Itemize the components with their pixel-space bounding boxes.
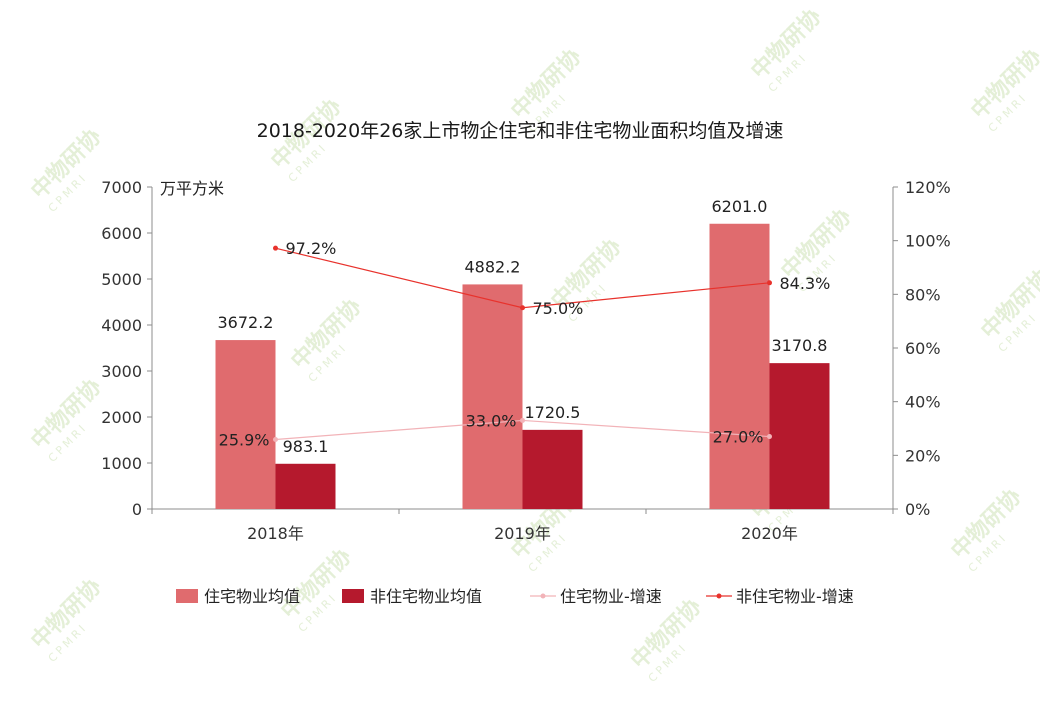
line-point-s0-2 [767,434,772,440]
line-label-s0-1: 33.0% [466,411,517,430]
y-tick-label-7: 7000 [101,178,142,197]
y-tick-label-5: 5000 [101,270,142,289]
y-tick-label-6: 6000 [101,224,142,243]
bar-label-s1-0: 983.1 [283,437,329,456]
bar-s0-1 [462,284,523,509]
bar-label-s0-1: 4882.2 [465,257,521,276]
y-tick-label-4: 4000 [101,316,142,335]
bar-label-s1-1: 1720.5 [525,403,581,422]
legend-marker-3 [716,593,722,599]
bar-s1-1 [522,429,583,509]
legend-label-2: 住宅物业-增速 [560,587,662,606]
y2-tick-label-2: 40% [905,393,941,412]
legend-label-3: 非住宅物业-增速 [736,587,854,606]
legend-marker-2 [540,593,546,599]
y2-tick-label-0: 0% [905,500,930,519]
legend-swatch-0 [176,589,198,603]
line-point-s1-1 [520,305,525,311]
bar-label-s1-2: 3170.8 [772,336,828,355]
y2-tick-label-6: 120% [905,178,951,197]
bars-layer [215,223,830,509]
line-label-s1-0: 97.2% [286,239,337,258]
line-point-s1-0 [273,245,278,251]
chart-title: 2018-2020年26家上市物企住宅和非住宅物业面积均值及增速 [257,120,784,142]
y-axis-unit-label: 万平方米 [160,179,224,198]
legend-swatch-1 [342,589,364,603]
line-point-s0-0 [273,437,278,443]
y-tick-label-3: 3000 [101,362,142,381]
bar-s1-0 [275,463,336,509]
bar-label-s0-2: 6201.0 [712,197,768,216]
x-tick-label-2: 2020年 [741,524,798,543]
y2-tick-label-1: 20% [905,446,941,465]
line-point-s0-1 [520,417,525,423]
y-tick-label-2: 2000 [101,408,142,427]
bar-s0-0 [215,340,276,509]
y-tick-label-0: 0 [132,500,142,519]
line-label-s1-2: 84.3% [780,274,831,293]
legend-label-0: 住宅物业均值 [204,587,300,606]
x-tick-label-0: 2018年 [247,524,304,543]
line-point-s1-2 [767,280,772,286]
line-label-s0-2: 27.0% [713,428,764,447]
line-label-s0-0: 25.9% [219,431,270,450]
legend: 住宅物业均值 非住宅物业均值 住宅物业-增速 非住宅物业-增速 [176,587,854,606]
y2-tick-label-3: 60% [905,339,941,358]
lines-layer [273,245,772,443]
legend-label-1: 非住宅物业均值 [370,587,482,606]
y-tick-label-1: 1000 [101,454,142,473]
bar-s1-2 [769,363,830,509]
bar-label-s0-0: 3672.2 [218,313,274,332]
y2-tick-label-4: 80% [905,285,941,304]
x-tick-label-1: 2019年 [494,524,551,543]
line-label-s1-1: 75.0% [533,299,584,318]
axes-layer: 0 1000 2000 3000 4000 5000 6000 7000 0% 20% 40% 60%… [101,178,950,543]
data-labels-layer: 3672.2 4882.2 6201.0 983.1 1720.5 3170.8 25.9%… [218,197,831,456]
bar-s0-2 [709,223,770,509]
y2-tick-label-5: 100% [905,232,951,251]
